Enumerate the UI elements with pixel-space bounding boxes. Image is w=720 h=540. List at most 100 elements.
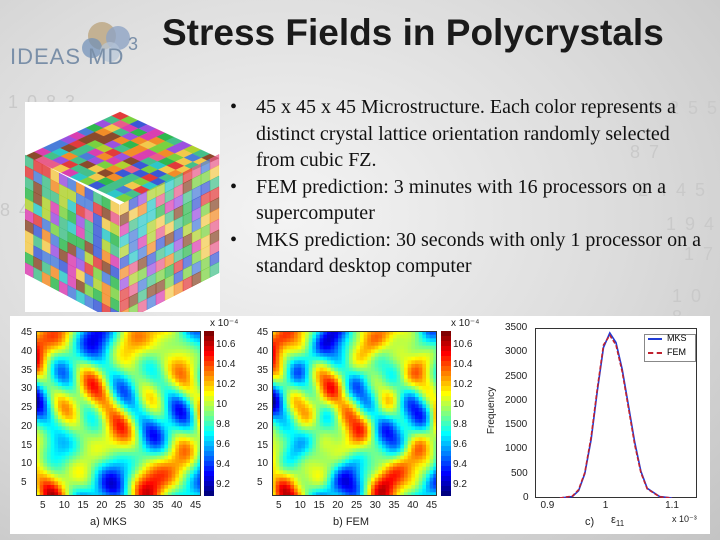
colorbar-tick-label: 10.4 (453, 359, 473, 370)
stress-cell (127, 345, 132, 350)
stress-cell (345, 364, 350, 368)
stress-cell (301, 470, 306, 475)
stress-cell (69, 382, 73, 387)
stress-cell (80, 331, 84, 335)
stress-cell (186, 382, 191, 387)
stress-cell (308, 375, 313, 379)
stress-cell (316, 419, 320, 423)
stress-cell (275, 393, 280, 398)
stress-cell (272, 485, 276, 489)
stress-cell (396, 349, 401, 354)
stress-cell (415, 466, 419, 471)
stress-cell (393, 430, 397, 434)
stress-cell (39, 470, 44, 475)
colorbar-step (204, 426, 214, 432)
stress-cell (102, 466, 106, 471)
stress-cell (43, 441, 48, 445)
stress-cell (305, 430, 309, 434)
stress-cell (415, 375, 419, 379)
stress-cell (433, 433, 437, 438)
stress-cell (47, 393, 51, 398)
stress-cell (127, 364, 132, 368)
stress-cell (102, 470, 106, 475)
stress-cell (182, 433, 187, 438)
stress-cell (87, 393, 92, 398)
stress-cell (61, 485, 66, 489)
stress-cell (160, 386, 165, 390)
stress-cell (69, 430, 73, 434)
stress-cell (301, 463, 306, 467)
stress-cell (297, 389, 302, 394)
stress-cell (393, 455, 397, 460)
stress-cell (146, 448, 150, 453)
stress-cell (65, 485, 70, 489)
stress-cell (334, 342, 339, 346)
stress-cell (149, 386, 154, 390)
stress-cell (305, 393, 309, 398)
stress-cell (146, 441, 150, 445)
stress-cell (182, 338, 187, 343)
stress-cell (175, 356, 180, 361)
stress-cell (98, 441, 103, 445)
stress-cell (190, 415, 194, 420)
stress-cell (87, 459, 92, 464)
stress-cell (367, 485, 372, 489)
stress-cell (330, 393, 335, 398)
stress-cell (374, 485, 379, 489)
stress-cell (418, 426, 423, 431)
stress-cell (61, 470, 66, 475)
stress-cell (69, 389, 73, 394)
stress-cell (275, 433, 280, 438)
stress-cell (415, 485, 419, 489)
stress-cell (312, 338, 317, 343)
stress-cell (374, 334, 379, 339)
stress-cell (65, 408, 70, 412)
stress-cell (120, 342, 125, 346)
stress-cell (327, 411, 331, 416)
stress-cell (294, 349, 298, 354)
stress-cell (305, 488, 309, 493)
stress-cell (305, 338, 309, 343)
stress-cell (54, 477, 59, 482)
stress-cell (363, 485, 368, 489)
stress-cell (433, 404, 437, 409)
stress-cell (345, 371, 350, 376)
stress-cell (297, 367, 302, 372)
stress-cell (69, 477, 73, 482)
stress-cell (43, 349, 48, 354)
stress-cell (352, 477, 357, 482)
y-tick-label: 500 (511, 467, 528, 479)
stress-cell (400, 408, 405, 412)
stress-cell (94, 375, 99, 379)
stress-cell (374, 415, 379, 420)
stress-cell (127, 485, 132, 489)
stress-cell (378, 378, 383, 383)
stress-cell (157, 444, 161, 449)
stress-cell (102, 485, 106, 489)
stress-cell (76, 444, 81, 449)
stress-cell (319, 477, 324, 482)
stress-cell (363, 433, 368, 438)
stress-cell (404, 338, 408, 343)
stress-cell (164, 342, 169, 346)
stress-cell (323, 393, 328, 398)
stress-cell (433, 441, 437, 445)
stress-cell (345, 466, 350, 471)
stress-cell (349, 393, 353, 398)
stress-cell (297, 448, 302, 453)
stress-cell (160, 404, 165, 409)
stress-cell (418, 331, 423, 335)
stress-cell (116, 419, 121, 423)
stress-cell (43, 444, 48, 449)
stress-cell (197, 415, 201, 420)
stress-cell (153, 408, 158, 412)
stress-cell (168, 408, 172, 412)
stress-cell (411, 393, 416, 398)
stress-cell (72, 441, 77, 445)
stress-cell (367, 338, 372, 343)
stress-cell (290, 426, 295, 431)
stress-cell (385, 411, 390, 416)
stress-cell (363, 371, 368, 376)
stress-cell (50, 452, 55, 456)
stress-cell (415, 488, 419, 493)
